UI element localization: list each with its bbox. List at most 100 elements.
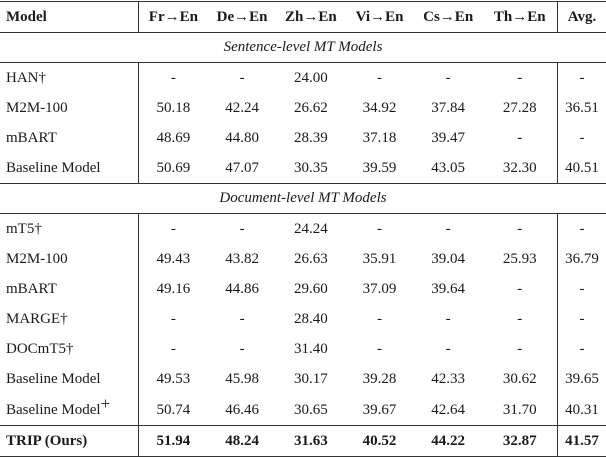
cell: - [517,221,523,237]
cell: - [517,130,523,146]
avg-cell: - [556,62,606,93]
cell: 44.80 [225,130,259,146]
model-name: MARGE† [0,304,140,334]
cell: 24.00 [293,70,328,86]
cell: 29.60 [293,281,328,297]
model-name: mT5† [0,213,140,244]
cell: 39.28 [362,371,397,387]
header-row: Model Fr→En De→En Zh→En Vi→En Cs→En Th→E… [0,1,606,33]
cell: 46.46 [225,401,259,418]
cell: 30.62 [502,371,537,387]
table-row: mBART 48.69 44.80 28.39 37.18 39.47 - - [0,123,606,153]
table-row: DOCmT5† - - 31.40 - - - - [0,334,606,364]
table-row: Baseline Model 50.69 47.07 30.35 39.59 4… [0,153,606,184]
header-avg: Avg. [556,1,606,33]
model-name: DOCmT5† [0,334,140,364]
avg-cell: - [556,213,606,244]
cell: 40.52 [362,433,397,449]
cell: - [517,281,523,297]
cell: 35.91 [362,251,397,267]
cell: - [517,70,523,86]
model-name: M2M-100 [0,93,140,123]
cell: 49.43 [156,251,191,267]
cell: 47.07 [225,160,259,176]
section-title: Document-level MT Models [0,183,606,214]
cell: 39.64 [431,281,466,297]
ours-row: TRIP (Ours) 51.94 48.24 31.63 40.52 44.2… [0,425,606,457]
cell: 42.33 [431,371,466,387]
cell: - [377,311,383,327]
cell: - [445,311,451,327]
cell: 24.24 [293,221,328,237]
cell: 27.28 [502,100,537,116]
header-fr-en: Fr→En [148,9,198,25]
cell: 42.64 [431,401,466,418]
avg-cell: 36.79 [556,244,606,274]
cell: 26.62 [293,100,328,116]
cell: 28.39 [293,130,328,146]
cell: - [239,221,245,237]
header-de-en: De→En [216,9,268,25]
cell: - [170,70,176,86]
cell: - [517,341,523,357]
cell: 50.74 [156,401,191,418]
table-row: MARGE† - - 28.40 - - - - [0,304,606,334]
table-row: mT5† - - 24.24 - - - - [0,213,606,244]
header-cs-en: Cs→En [423,9,474,25]
cell: 39.04 [431,251,466,267]
cell: - [170,311,176,327]
cell: 44.86 [225,281,259,297]
cell: 30.65 [293,401,328,418]
cell: 51.94 [156,433,191,449]
avg-cell: 40.51 [556,153,606,184]
cell: - [445,70,451,86]
cell: 37.18 [362,130,397,146]
cell: 50.69 [156,160,191,176]
model-name: mBART [0,274,140,304]
cell: - [239,311,245,327]
avg-cell: - [556,123,606,153]
cell: 30.35 [293,160,328,176]
header-zh-en: Zh→En [285,9,337,25]
cell: 39.47 [431,130,466,146]
cell: 39.67 [362,401,397,418]
model-name: HAN† [0,62,140,93]
cell: 34.92 [362,100,397,116]
section-header-document: Document-level MT Models [0,183,606,214]
cell: - [377,341,383,357]
cell: 37.84 [431,100,466,116]
header-th-en: Th→En [493,9,546,25]
avg-cell: 36.51 [556,93,606,123]
header-vi-en: Vi→En [355,9,404,25]
table-row: Baseline Model 49.53 45.98 30.17 39.28 4… [0,364,606,394]
avg-cell: 40.31 [556,394,606,426]
cell: 45.98 [225,371,259,387]
cell: 32.30 [502,160,537,176]
table-row: M2M-100 50.18 42.24 26.62 34.92 37.84 27… [0,93,606,123]
avg-cell: 41.57 [556,425,606,457]
cell: 42.24 [225,100,259,116]
cell: 30.17 [293,371,328,387]
cell: 50.18 [156,100,191,116]
cell: - [445,221,451,237]
header-model: Model [0,1,140,33]
cell: 48.69 [156,130,191,146]
avg-cell: - [556,334,606,364]
model-name: Baseline Model [0,153,140,184]
cell: 25.93 [502,251,537,267]
cell: 28.40 [293,311,328,327]
avg-cell: - [556,274,606,304]
avg-cell: 39.65 [556,364,606,394]
cell: 49.16 [156,281,191,297]
cell: 49.53 [156,371,191,387]
model-name: TRIP (Ours) [0,425,140,457]
cell: 43.82 [225,251,259,267]
cell: - [445,341,451,357]
section-title: Sentence-level MT Models [0,32,606,63]
table-row: HAN† - - 24.00 - - - - [0,62,606,93]
cell: 32.87 [502,433,537,449]
cell: 37.09 [362,281,397,297]
cell: - [239,70,245,86]
